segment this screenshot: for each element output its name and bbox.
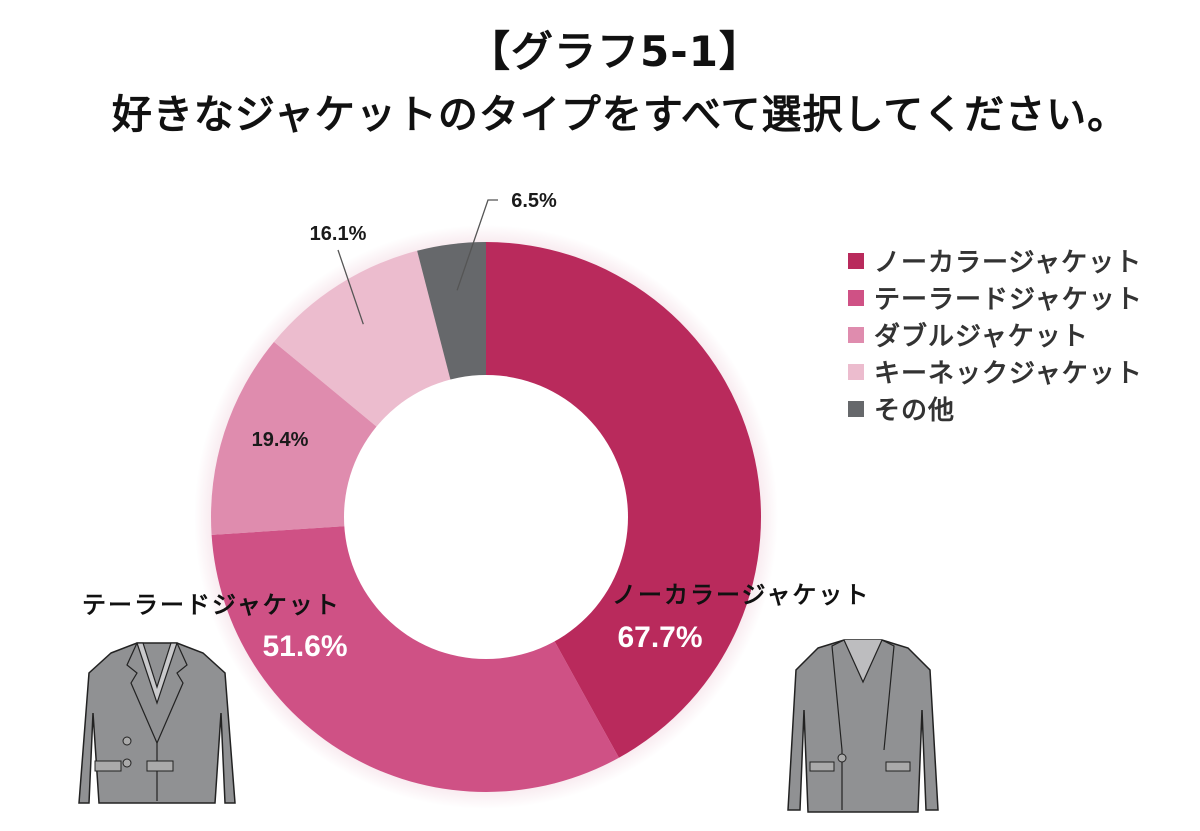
- tailored-callout-label: テーラードジャケット: [82, 591, 341, 619]
- legend-item: テーラードジャケット: [848, 279, 1143, 316]
- value-label: 51.6%: [262, 630, 347, 663]
- leader-line: [337, 249, 364, 325]
- no-collar-jacket-illustration: [787, 639, 939, 813]
- chart-subtitle: 好きなジャケットのタイプをすべて選択してください。: [111, 92, 1129, 138]
- chart-legend: ノーカラージャケット テーラードジャケット ダブルジャケット キーネックジャケッ…: [848, 242, 1143, 427]
- legend-swatch: [848, 363, 864, 380]
- leader-lines: [337, 199, 498, 325]
- legend-swatch: [848, 289, 864, 306]
- legend-item: ダブルジャケット: [848, 316, 1143, 353]
- legend-label: ダブルジャケット: [874, 322, 1089, 352]
- value-label: 16.1%: [310, 223, 367, 245]
- legend-label: テーラードジャケット: [874, 285, 1143, 315]
- value-label: 67.7%: [617, 621, 702, 654]
- tailored-jacket-illustration: [78, 642, 236, 804]
- value-label: 19.4%: [252, 429, 309, 451]
- legend-item: その他: [848, 390, 1143, 427]
- chart-title: 【グラフ5-1】: [468, 27, 762, 76]
- no-collar-callout-label: ノーカラージャケット: [612, 581, 871, 609]
- legend-swatch: [848, 326, 864, 343]
- value-label: 6.5%: [511, 190, 557, 212]
- legend-item: キーネックジャケット: [848, 353, 1143, 390]
- legend-label: その他: [874, 396, 956, 426]
- legend-swatch: [848, 400, 864, 417]
- legend-label: ノーカラージャケット: [874, 248, 1143, 278]
- legend-item: ノーカラージャケット: [848, 242, 1143, 279]
- donut-hole: [344, 375, 628, 659]
- legend-label: キーネックジャケット: [874, 359, 1143, 389]
- value-labels: 67.7% 51.6% 19.4% 16.1% 6.5%: [252, 190, 703, 663]
- leader-line: [456, 199, 498, 291]
- legend-swatch: [848, 252, 864, 269]
